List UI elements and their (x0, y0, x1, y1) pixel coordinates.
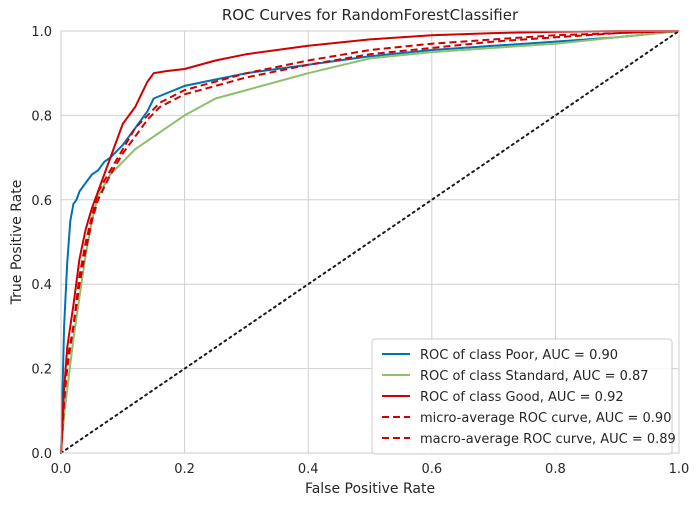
x-tick-label: 0.6 (421, 462, 442, 477)
y-tick-label: 0.2 (31, 363, 52, 378)
series-line-1 (60, 30, 680, 454)
y-tick-label: 0.0 (31, 447, 52, 462)
legend-label: micro-average ROC curve, AUC = 0.90 (420, 411, 671, 426)
series-line-3 (60, 30, 680, 454)
x-axis-title: False Positive Rate (305, 481, 435, 497)
x-tick-label: 0.0 (51, 462, 72, 477)
series-line-0 (60, 30, 680, 454)
chance-diagonal-line (60, 30, 680, 454)
x-tick-label: 0.4 (298, 462, 319, 477)
legend: ROC of class Poor, AUC = 0.90 ROC of clas… (371, 338, 676, 455)
grid (60, 30, 680, 454)
legend-label: ROC of class Standard, AUC = 0.87 (420, 369, 649, 384)
chart-title: ROC Curves for RandomForestClassifier (222, 6, 519, 24)
plot-frame (60, 30, 680, 454)
series-group (60, 30, 680, 454)
series-line-2 (60, 30, 679, 454)
tick-labels: 0.0 0.2 0.4 0.6 0.8 1.0 0.0 0.2 0.4 0.6 0.8 1.0 (31, 25, 689, 477)
x-tick-label: 0.8 (545, 462, 566, 477)
legend-box (371, 338, 673, 455)
series-line-4 (60, 30, 680, 454)
legend-label: macro-average ROC curve, AUC = 0.89 (420, 432, 676, 447)
y-tick-label: 0.6 (31, 194, 52, 209)
legend-label: ROC of class Good, AUC = 0.92 (420, 390, 624, 405)
y-tick-label: 0.8 (31, 109, 52, 124)
y-tick-label: 0.4 (31, 278, 52, 293)
x-tick-label: 0.2 (174, 462, 195, 477)
legend-label: ROC of class Poor, AUC = 0.90 (420, 348, 618, 363)
y-tick-label: 1.0 (31, 25, 52, 40)
y-axis-title: True Positive Rate (9, 180, 25, 306)
x-tick-label: 1.0 (669, 462, 690, 477)
